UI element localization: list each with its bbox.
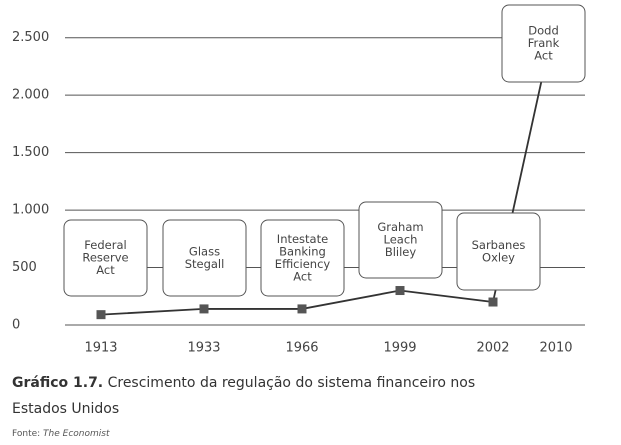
point: [96, 310, 106, 320]
point: [297, 304, 307, 314]
x-tick-label: 2010: [539, 341, 572, 356]
annotation-text: Act: [293, 269, 312, 283]
annotation-box: [358, 201, 443, 279]
point: [395, 286, 405, 296]
caption-continued: Estados Unidos: [12, 401, 119, 417]
annotation-text: Intestate: [277, 232, 328, 246]
annotation-text: Frank: [528, 36, 560, 50]
annotation-box: [456, 212, 541, 291]
annotation-text: Reserve: [82, 251, 128, 265]
annotation-box: [63, 219, 148, 297]
x-tick-label: 1999: [383, 341, 416, 356]
annotation-text: Efficiency: [275, 257, 331, 271]
x-tick-label: 1913: [84, 341, 117, 356]
y-tick-label: 0: [12, 318, 20, 333]
annotation-box: [260, 219, 345, 297]
annotation-text: Banking: [279, 244, 326, 258]
annotation-text: Glass: [189, 244, 220, 258]
caption: Crescimento da regulação do sistema fina…: [108, 375, 476, 391]
annotation-text: Federal: [84, 238, 126, 252]
annotation-text: Oxley: [482, 250, 515, 264]
annotation-text: Act: [96, 263, 115, 277]
source-label: Fonte:: [12, 429, 40, 439]
annotation-text: Act: [534, 49, 553, 63]
y-tick-label: 2.000: [12, 88, 49, 103]
point: [199, 304, 209, 314]
x-tick-label: 2002: [476, 341, 509, 356]
annotation-text: Graham: [377, 220, 423, 234]
source: The Economist: [43, 429, 110, 439]
x-tick-label: 1933: [187, 341, 220, 356]
annotation-box: [501, 4, 586, 83]
annotation-box: [162, 219, 247, 297]
y-tick-label: 1.000: [12, 203, 49, 218]
y-tick-label: 500: [12, 260, 37, 275]
plot: 0 500 1.000 1.500 2.000 2.500 1913 1933 1966 1999…: [12, 4, 586, 356]
annotation-text: Leach: [384, 233, 418, 247]
annotation-text: Bliley: [385, 245, 417, 259]
y-tick-label: 1.500: [12, 145, 49, 160]
y-tick-label: 2.500: [12, 30, 49, 45]
caption-line-1: Gráfico 1.7. Crescimento da regulação do…: [12, 375, 475, 391]
annotation-text: Stegall: [185, 257, 225, 271]
annotation-text: Dodd: [528, 24, 559, 38]
caption-label: Gráfico 1.7.: [12, 375, 103, 391]
point: [488, 297, 498, 307]
source-line: Fonte: The Economist: [12, 429, 110, 439]
annotation-text: Sarbanes: [472, 238, 526, 252]
x-tick-label: 1966: [285, 341, 318, 356]
